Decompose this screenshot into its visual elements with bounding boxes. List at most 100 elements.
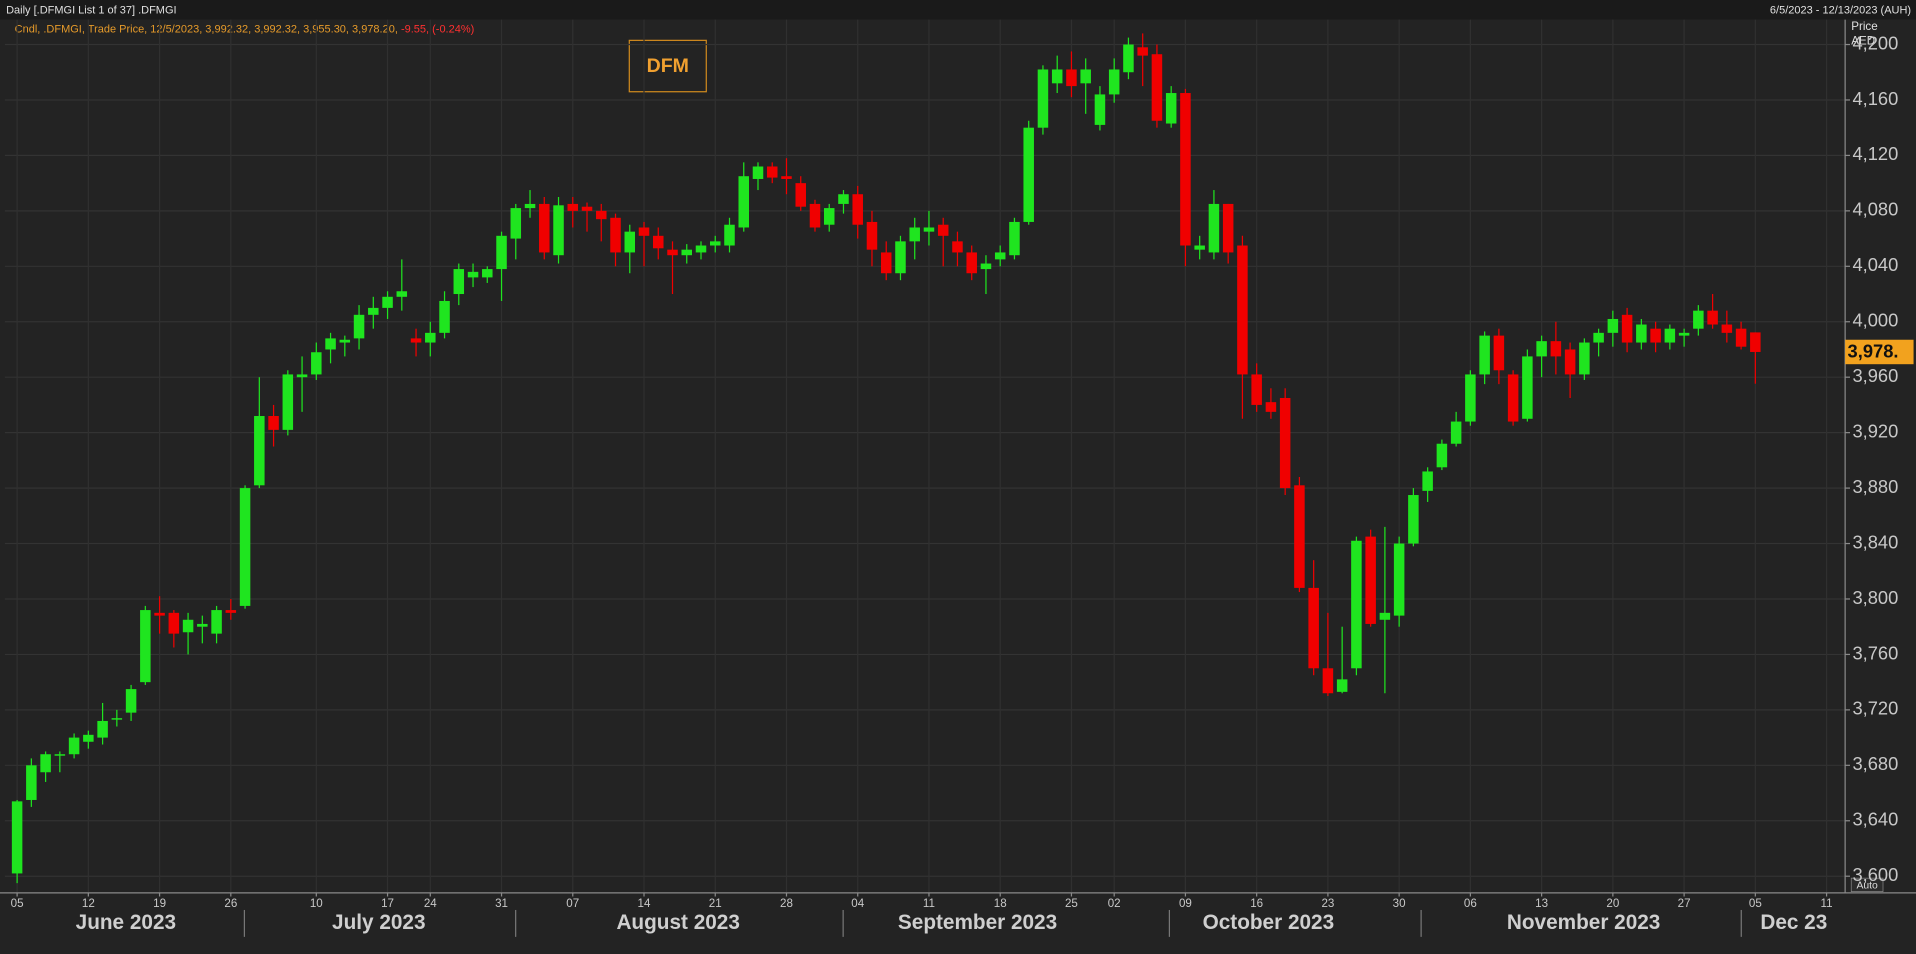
candle-body (1636, 324, 1647, 343)
candle-body (296, 374, 308, 378)
x-tick-label: 20 (1606, 897, 1619, 910)
candle-body (1051, 69, 1063, 84)
x-tick-label: 11 (1821, 897, 1833, 910)
candle-body (1308, 587, 1319, 669)
candle-body (709, 241, 721, 246)
candle-body (239, 488, 251, 606)
candle-body (1251, 374, 1262, 405)
y-tick-label: 3,760 (1852, 642, 1898, 663)
candle-body (809, 203, 821, 228)
candle-body (524, 203, 536, 209)
candle-body (425, 332, 436, 343)
candle-body (937, 224, 949, 236)
candle-body (823, 208, 835, 225)
candle-body (581, 206, 593, 211)
y-tick-label: 3,840 (1852, 531, 1898, 552)
x-tick-label: 26 (224, 897, 237, 910)
candle-body (1023, 127, 1034, 222)
y-tick-label: 4,080 (1852, 199, 1898, 220)
candle-body (339, 339, 351, 343)
month-label: August 2023 (616, 911, 739, 934)
candle-body (168, 612, 180, 634)
x-tick-label: 30 (1393, 897, 1406, 910)
axis-unit: AED (1851, 35, 1875, 48)
x-tick-label: 31 (495, 897, 508, 910)
candle-body (1465, 374, 1476, 422)
candle-body (909, 227, 920, 242)
x-tick-label: 06 (1464, 897, 1477, 910)
candle-body (923, 227, 935, 232)
candle-body (1108, 69, 1120, 95)
candle-body (1351, 540, 1362, 669)
y-tick-label: 3,880 (1852, 476, 1898, 497)
candle-body (895, 241, 906, 274)
y-tick-label: 4,120 (1852, 143, 1898, 164)
candle-body (1550, 341, 1562, 357)
candle-body (1664, 328, 1676, 343)
y-tick-label: 3,640 (1852, 809, 1898, 830)
candle-body (54, 754, 66, 756)
candle-body (1721, 324, 1733, 333)
candle-body (980, 263, 992, 270)
candle-body (695, 245, 707, 253)
candle-body (368, 307, 379, 315)
candle-body (966, 252, 977, 274)
month-label: July 2023 (332, 911, 425, 934)
candle-body (1151, 54, 1163, 121)
y-tick-label: 3,720 (1852, 698, 1898, 719)
candle-body (852, 194, 863, 225)
candle-body (1422, 471, 1433, 491)
candle-body (1693, 310, 1704, 329)
legend: Cndl, .DFMGI, Trade Price, 12/5/2023, 3,… (15, 23, 475, 35)
candle-body (1621, 314, 1633, 343)
candle-body (282, 374, 294, 430)
auto-button[interactable] (1850, 877, 1884, 892)
candle-body (225, 610, 237, 613)
candle-body (1607, 318, 1619, 333)
candle-body (1493, 335, 1505, 371)
candle-body (1080, 69, 1091, 84)
candle-body (1379, 612, 1391, 620)
y-tick-label: 4,200 (1852, 32, 1898, 53)
month-label: October 2023 (1203, 911, 1335, 934)
x-tick-label: 28 (780, 897, 793, 910)
candle-body (1678, 332, 1690, 336)
candle-body (1222, 203, 1234, 253)
candle-body (325, 338, 336, 350)
x-tick-label: 14 (638, 897, 651, 910)
candle-body (766, 166, 778, 178)
candle-body (26, 765, 37, 800)
candle-body (1137, 47, 1148, 56)
candle-body (681, 249, 693, 256)
x-tick-label: 10 (310, 897, 323, 910)
y-tick-label: 3,920 (1852, 420, 1898, 441)
x-tick-label: 27 (1678, 897, 1691, 910)
candle-body (667, 249, 678, 256)
candle-body (510, 208, 522, 239)
candle-body (410, 338, 422, 343)
header-bar (0, 0, 1916, 20)
candle-body (738, 176, 749, 228)
auto-label[interactable]: Auto (1856, 880, 1878, 891)
x-tick-label: 23 (1321, 897, 1334, 910)
candle-body (1180, 93, 1191, 246)
candle-body (1507, 374, 1519, 422)
candle-body (125, 689, 137, 713)
last-price-box (1845, 339, 1914, 365)
candle-body (653, 235, 664, 249)
candle-body (1750, 332, 1761, 352)
candle-body (610, 217, 621, 253)
x-tick-label: 11 (923, 897, 935, 910)
badge-box (628, 39, 707, 93)
axes: 3,600 3,640 3,680 3,720 3,760 3,800 3,840 3,880… (0, 19, 1916, 937)
candle-body (1450, 421, 1462, 444)
candle-body (596, 210, 607, 220)
candle-body (1393, 543, 1405, 616)
candle-body (752, 166, 764, 179)
candle-body (638, 227, 650, 236)
candle-body (1009, 221, 1020, 256)
x-tick-label: 05 (1749, 897, 1762, 910)
